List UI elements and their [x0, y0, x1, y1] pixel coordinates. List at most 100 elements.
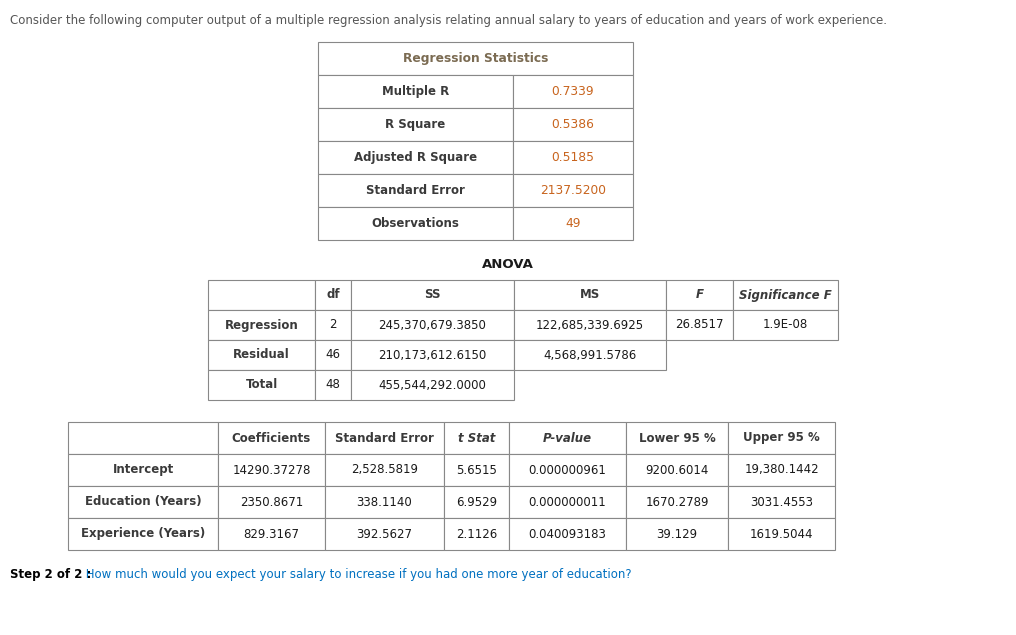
Bar	[444, 422, 509, 454]
Text: 6.9529: 6.9529	[456, 495, 497, 509]
Text: Education (Years): Education (Years)	[84, 495, 201, 509]
Bar	[733, 280, 838, 310]
Bar	[315, 340, 351, 370]
Bar	[728, 422, 835, 454]
Text: Total: Total	[246, 378, 277, 392]
Text: 26.8517: 26.8517	[676, 319, 723, 331]
Text: R Square: R Square	[385, 118, 446, 131]
Bar	[68, 454, 218, 486]
Text: 392.5627: 392.5627	[357, 528, 412, 540]
Text: F: F	[696, 288, 703, 302]
Text: Upper 95 %: Upper 95 %	[743, 432, 820, 444]
Text: 338.1140: 338.1140	[357, 495, 412, 509]
Text: 3031.4553: 3031.4553	[750, 495, 813, 509]
Text: Standard Error: Standard Error	[335, 432, 434, 444]
Bar	[208, 280, 315, 310]
Bar	[444, 518, 509, 550]
Bar	[218, 518, 325, 550]
Text: 14290.37278: 14290.37278	[233, 464, 311, 476]
Text: 210,173,612.6150: 210,173,612.6150	[378, 349, 487, 361]
Bar	[325, 518, 444, 550]
Bar	[733, 310, 838, 340]
Bar	[218, 422, 325, 454]
Text: Observations: Observations	[372, 217, 459, 230]
Bar	[509, 486, 626, 518]
Bar	[626, 518, 728, 550]
Bar	[626, 422, 728, 454]
Text: MS: MS	[580, 288, 600, 302]
Bar	[208, 310, 315, 340]
Text: 2.1126: 2.1126	[456, 528, 497, 540]
Text: Adjusted R Square: Adjusted R Square	[354, 151, 478, 164]
Bar	[351, 310, 514, 340]
Bar	[666, 280, 733, 310]
Text: 2350.8671: 2350.8671	[240, 495, 303, 509]
Bar	[513, 75, 633, 108]
Text: 2137.5200: 2137.5200	[539, 184, 606, 197]
Bar	[444, 454, 509, 486]
Text: Standard Error: Standard Error	[366, 184, 465, 197]
Bar	[509, 518, 626, 550]
Text: Consider the following computer output of a multiple regression analysis relatin: Consider the following computer output o…	[10, 14, 887, 27]
Bar	[666, 310, 733, 340]
Text: Residual: Residual	[233, 349, 290, 361]
Text: Intercept: Intercept	[113, 464, 174, 476]
Bar	[315, 310, 351, 340]
Bar	[626, 486, 728, 518]
Text: SS: SS	[425, 288, 441, 302]
Text: 455,544,292.0000: 455,544,292.0000	[379, 378, 487, 392]
Bar	[325, 454, 444, 486]
Text: Regression Statistics: Regression Statistics	[402, 52, 549, 65]
Bar	[315, 370, 351, 400]
Text: 0.040093183: 0.040093183	[528, 528, 607, 540]
Bar	[68, 518, 218, 550]
Bar	[68, 486, 218, 518]
Text: 0.7339: 0.7339	[552, 85, 594, 98]
Bar	[626, 454, 728, 486]
Bar	[509, 454, 626, 486]
Text: Regression: Regression	[225, 319, 299, 331]
Text: 0.5386: 0.5386	[552, 118, 594, 131]
Text: Lower 95 %: Lower 95 %	[639, 432, 715, 444]
Text: t Stat: t Stat	[458, 432, 495, 444]
Text: Step 2 of 2 :: Step 2 of 2 :	[10, 568, 96, 581]
Bar	[218, 454, 325, 486]
Text: 2: 2	[329, 319, 336, 331]
Text: 0.5185: 0.5185	[552, 151, 594, 164]
Bar	[509, 422, 626, 454]
Text: ANOVA: ANOVA	[482, 258, 534, 271]
Text: 49: 49	[565, 217, 581, 230]
Bar	[514, 310, 666, 340]
Bar	[444, 486, 509, 518]
Text: Experience (Years): Experience (Years)	[81, 528, 205, 540]
Bar	[513, 108, 633, 141]
Bar	[68, 422, 218, 454]
Text: 4,568,991.5786: 4,568,991.5786	[544, 349, 637, 361]
Text: 9200.6014: 9200.6014	[645, 464, 709, 476]
Bar	[728, 518, 835, 550]
Bar	[218, 486, 325, 518]
Text: Significance F: Significance F	[739, 288, 832, 302]
Bar	[318, 141, 513, 174]
Bar	[351, 340, 514, 370]
Text: 245,370,679.3850: 245,370,679.3850	[379, 319, 487, 331]
Bar	[318, 75, 513, 108]
Bar	[208, 340, 315, 370]
Text: Multiple R: Multiple R	[382, 85, 449, 98]
Text: df: df	[326, 288, 339, 302]
Bar	[351, 280, 514, 310]
Bar	[514, 280, 666, 310]
Text: Coefficients: Coefficients	[232, 432, 311, 444]
Bar	[315, 280, 351, 310]
Text: 1619.5044: 1619.5044	[750, 528, 813, 540]
Bar	[318, 42, 633, 75]
Text: 5.6515: 5.6515	[456, 464, 497, 476]
Bar	[513, 174, 633, 207]
Text: 48: 48	[325, 378, 340, 392]
Bar	[318, 207, 513, 240]
Bar	[325, 422, 444, 454]
Text: P-value: P-value	[543, 432, 592, 444]
Bar	[513, 141, 633, 174]
Text: How much would you expect your salary to increase if you had one more year of ed: How much would you expect your salary to…	[82, 568, 632, 581]
Bar	[513, 207, 633, 240]
